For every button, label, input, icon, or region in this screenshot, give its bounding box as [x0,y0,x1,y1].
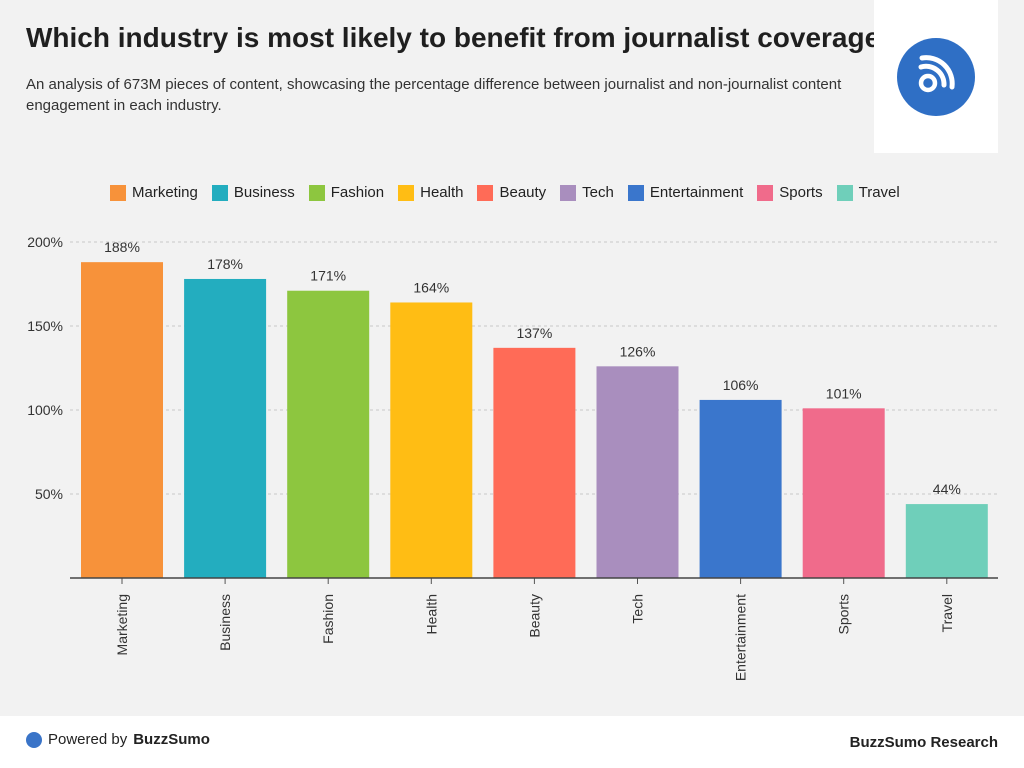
legend-label: Travel [858,184,900,201]
bar [802,408,885,578]
legend-item: Sports [757,184,823,201]
powered-by: Powered by BuzzSumo [26,731,210,748]
legend-swatch [836,184,853,201]
legend-label: Beauty [499,184,547,201]
y-tick-label: 150% [27,318,63,334]
legend-item: Fashion [308,184,385,201]
x-tick-label: Marketing [114,594,130,655]
x-tick-label: Fashion [320,594,336,644]
legend-swatch [398,184,415,201]
bar-chart: 50% 100% 150% 200% 188% Marketing 178% Business… [27,234,998,681]
legend-label: Entertainment [649,184,744,201]
legend-swatch [211,184,228,201]
bar [390,302,473,578]
bar [596,366,679,578]
broadcast-icon [897,37,975,116]
legend-swatch [477,184,494,201]
x-tick-label: Business [217,594,233,651]
y-tick-label: 100% [27,402,63,418]
legend-item: Marketing [110,184,198,201]
x-tick-label: Entertainment [733,594,749,681]
logo-panel [874,0,998,153]
data-label: 137% [516,325,552,341]
legend-swatch [627,184,644,201]
legend-item: Tech [560,184,614,201]
data-label: 101% [826,385,862,401]
x-tick-label: Travel [939,594,955,632]
legend-item: Beauty [477,184,546,201]
research-label: BuzzSumo Research [849,734,998,751]
legend-label: Tech [582,184,614,201]
legend-swatch [308,184,325,201]
legend-label: Business [233,184,295,201]
chart-title: Which industry is most likely to benefit… [26,22,898,53]
data-label: 178% [207,256,243,272]
data-label: 171% [310,268,346,284]
legend-item: Travel [836,184,900,201]
bar [905,504,988,578]
data-label: 106% [723,377,759,393]
data-label: 164% [413,279,449,295]
data-label: 188% [104,239,140,255]
legend-item: Entertainment [627,184,744,201]
legend-swatch [560,184,577,201]
x-tick-label: Tech [630,594,646,624]
legend-swatch [110,184,126,201]
legend-label: Fashion [330,184,385,201]
legend-label: Health [420,184,464,201]
bar [184,278,267,578]
legend-label: Sports [779,184,823,201]
powered-brand: BuzzSumo [133,731,210,748]
x-tick-label: Sports [836,594,852,634]
data-label: 44% [933,481,961,497]
legend-swatch [757,184,774,201]
buzzsumo-dot-icon [26,731,42,748]
bar [81,262,163,578]
footer: Powered by BuzzSumo BuzzSumo Research [0,716,1024,768]
powered-prefix: Powered by [48,731,128,748]
x-tick-label: Beauty [526,594,542,638]
data-label: 126% [620,343,656,359]
y-tick-label: 200% [27,234,63,250]
bar [287,290,370,578]
legend-item: Health [398,184,463,201]
chart-legend: Marketing Business Fashion Health Beauty Tech… [110,184,910,201]
x-tick-label: Health [423,594,439,634]
bar [699,399,782,578]
bar [493,347,576,578]
legend-item: Business [211,184,295,201]
chart-subtitle: An analysis of 673M pieces of content, s… [26,76,842,114]
y-tick-label: 50% [35,486,63,502]
legend-label: Marketing [132,184,198,201]
